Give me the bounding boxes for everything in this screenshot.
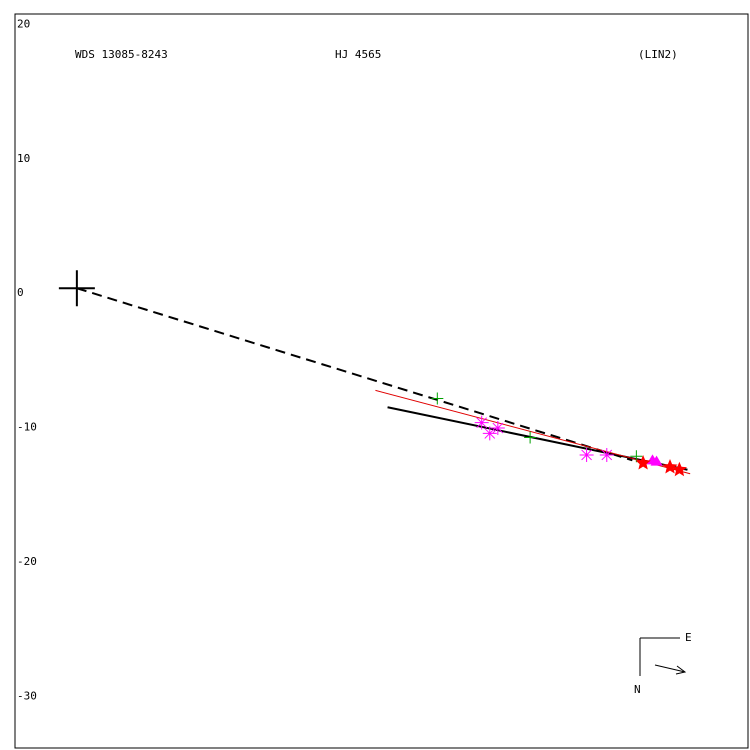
header-label: HJ 4565 [335,48,381,61]
data-point [482,426,497,441]
orbit-line [375,389,691,475]
data-point [599,447,614,462]
data-point [671,461,687,477]
motion-arrow [654,664,686,673]
data-point [630,450,643,463]
orbit-line [76,287,633,462]
compass-label: N [634,683,641,696]
y-tick-label: 20 [17,17,30,30]
compass [639,637,687,676]
data-point [431,392,444,405]
plot-frame [14,13,749,749]
data-point [650,455,663,466]
y-tick-label: -10 [17,421,37,434]
header-label: WDS 13085-8243 [75,48,168,61]
data-point [579,447,594,462]
data-point [490,421,505,436]
y-tick-label: -20 [17,555,37,568]
header-label: (LIN2) [638,48,678,61]
data-point [635,455,651,470]
compass-label: E [685,631,692,644]
data-point [524,431,537,444]
y-tick-label: 0 [17,286,24,299]
data-point [474,415,489,430]
data-point [662,459,678,474]
motion-arrow-head [675,665,687,675]
y-tick-label: 10 [17,152,30,165]
y-tick-label: -30 [17,690,37,703]
